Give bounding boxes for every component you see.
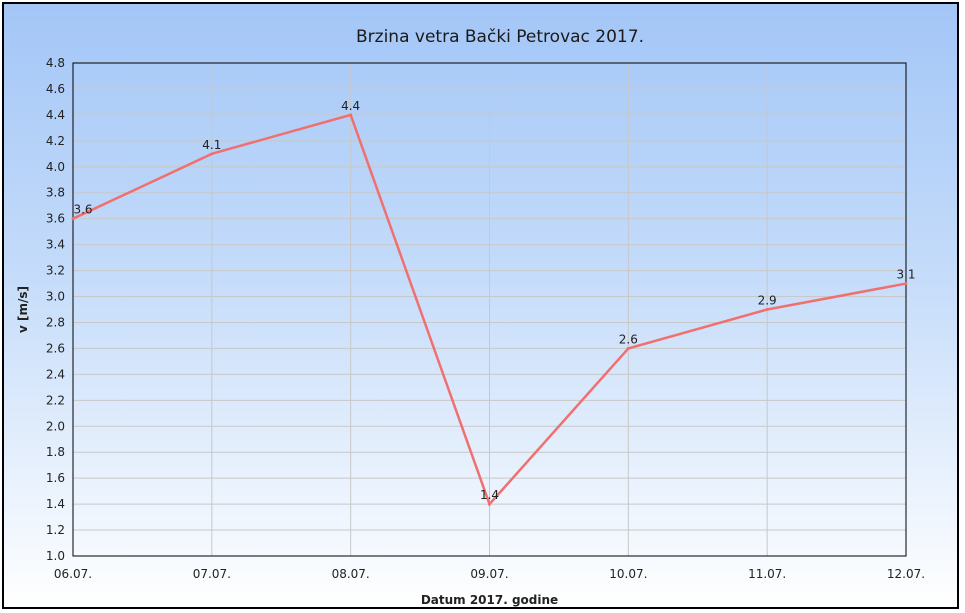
y-tick-label: 2.0 (46, 419, 65, 433)
y-tick-label: 3.0 (46, 290, 65, 304)
data-point (765, 308, 769, 311)
plot-area-border (72, 62, 907, 557)
chart-title: Brzina vetra Bački Petrovac 2017. (356, 27, 644, 47)
data-label: 3.6 (73, 203, 92, 217)
y-tick-label: 1.0 (46, 549, 65, 563)
y-tick-label: 3.6 (46, 212, 65, 226)
y-tick-label: 4.2 (46, 134, 65, 148)
data-label: 4.1 (202, 138, 221, 152)
data-point (210, 152, 214, 156)
y-tick-label: 4.4 (46, 108, 65, 122)
y-tick-label: 3.8 (46, 186, 65, 200)
data-label: 1.4 (480, 488, 499, 502)
data-point (349, 113, 353, 117)
y-tick-label: 1.8 (46, 445, 65, 459)
x-tick-label: 12.07. (887, 567, 925, 581)
data-point (488, 502, 491, 506)
data-label: 4.4 (341, 99, 360, 113)
y-tick-label: 4.0 (46, 160, 65, 174)
data-point (626, 346, 630, 350)
x-tick-label: 09.07. (470, 567, 508, 581)
y-axis-ticks: 1.0 1.2 1.4 1.6 1.8 2.0 2.2 2.4 2.6 2.8 3.0 3.2 3.4 3… (46, 56, 65, 563)
y-tick-label: 3.2 (46, 264, 65, 278)
x-tick-label: 08.07. (332, 567, 370, 581)
y-tick-label: 2.4 (46, 367, 65, 381)
data-point (71, 217, 75, 221)
y-tick-label: 1.6 (46, 471, 65, 485)
x-axis-ticks: 06.07. 07.07. 08.07. 09.07. 10.07. 11.07. 12.0… (54, 567, 925, 581)
x-tick-label: 06.07. (54, 567, 92, 581)
x-axis-label: Datum 2017. godine (421, 593, 558, 607)
y-tick-label: 2.2 (46, 393, 65, 407)
data-label: 3.1 (896, 268, 915, 282)
data-point (904, 282, 908, 286)
x-tick-label: 11.07. (748, 567, 786, 581)
y-tick-label: 4.6 (46, 82, 65, 96)
series (71, 113, 908, 507)
x-tick-label: 07.07. (193, 567, 231, 581)
y-tick-label: 2.6 (46, 341, 65, 355)
grid (72, 62, 907, 557)
x-tick-label: 10.07. (609, 567, 647, 581)
y-tick-label: 3.4 (46, 238, 65, 252)
y-axis-label: v [m/s] (16, 286, 30, 333)
y-tick-label: 4.8 (46, 56, 65, 70)
y-tick-label: 1.4 (46, 497, 65, 511)
y-tick-label: 1.2 (46, 523, 65, 537)
y-tick-label: 2.8 (46, 315, 65, 329)
data-label: 2.9 (758, 294, 777, 308)
data-label: 2.6 (619, 332, 638, 346)
data-labels: 3.6 4.1 4.4 1.4 2.6 2.9 3.1 (73, 99, 915, 502)
